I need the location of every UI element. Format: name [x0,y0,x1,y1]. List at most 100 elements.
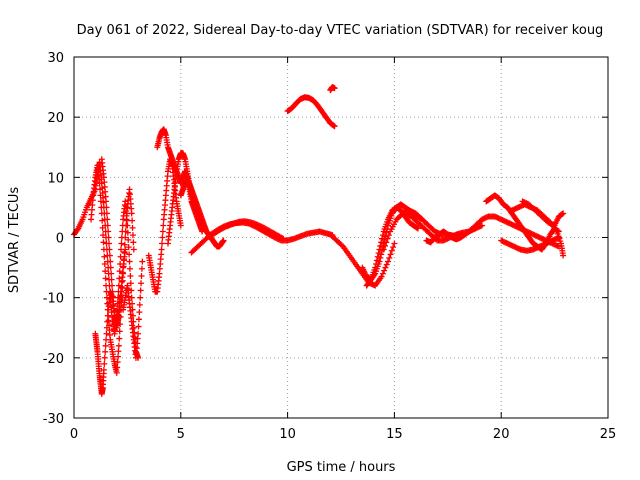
data-point-marker [103,198,110,205]
data-point-marker [379,235,386,242]
data-point-marker [388,247,395,254]
data-point-marker [104,222,111,229]
data-point-marker [104,216,111,223]
data-point-marker [100,246,107,253]
data-point-marker [129,224,136,231]
data-point-marker [135,323,142,330]
data-point-marker [380,246,387,253]
x-tick-label: 25 [600,427,617,442]
data-point-marker [137,287,144,294]
data-point-marker [106,240,113,247]
data-point-marker [382,264,389,271]
data-point-marker [220,237,227,244]
x-tick-label: 15 [386,427,403,442]
data-point-marker [99,217,106,224]
data-point-marker [331,85,338,92]
data-point-marker [139,258,146,265]
data-point-marker [414,225,421,232]
data-point-marker [109,282,116,289]
series-track-12h-desc [327,231,398,289]
data-point-marker [122,234,129,241]
x-tick-label: 10 [279,427,296,442]
data-point-marker [126,251,133,258]
series-track-20h-c [498,234,562,254]
data-point-marker [378,273,385,280]
data-point-marker [105,228,112,235]
data-point-marker [279,234,286,241]
data-point-marker [108,276,115,283]
y-tick-label: -20 [43,352,64,367]
data-point-marker [331,123,338,130]
data-point-marker [130,239,137,246]
data-point-marker [159,240,166,247]
data-point-marker [106,246,113,253]
data-point-marker [101,354,108,361]
data-point-marker [104,318,111,325]
data-point-marker [367,277,374,284]
data-point-marker [127,273,134,280]
data-point-marker [280,235,287,242]
data-point-marker [100,239,107,246]
data-point-marker [97,186,104,193]
data-point-marker [104,312,111,319]
series-track-21h-e [519,198,567,229]
data-point-marker [113,369,120,376]
y-tick-label: 10 [47,171,64,186]
data-point-marker [102,348,109,355]
data-point-marker [107,258,114,265]
data-point-marker [107,264,114,271]
data-point-marker [100,232,107,239]
data-point-marker [387,251,394,258]
data-point-marker [115,353,122,360]
data-point-marker [338,242,345,249]
data-point-marker [158,246,165,253]
data-point-marker [122,228,129,235]
data-point-marker [108,270,115,277]
data-point-marker [373,257,380,264]
data-point-marker [127,280,134,287]
data-point-marker [122,246,129,253]
data-point-marker [159,228,166,235]
series-track-early-d [98,156,129,331]
data-point-marker [125,244,132,251]
data-point-marker [385,232,392,239]
data-point-marker [138,280,145,287]
data-point-marker [98,204,105,211]
data-point-marker [100,366,107,373]
data-point-marker [384,258,391,265]
data-point-marker [126,258,133,265]
data-point-marker [103,324,110,331]
data-point-marker [101,260,108,267]
data-points [71,84,567,397]
data-point-marker [379,270,386,277]
data-point-marker [102,342,109,349]
data-point-marker [374,253,381,260]
data-point-marker [103,336,110,343]
data-point-marker [135,316,142,323]
data-point-marker [115,348,122,355]
data-point-marker [386,254,393,261]
data-point-marker [116,328,123,335]
data-point-marker [135,330,142,337]
data-point-marker [379,232,386,239]
data-point-marker [138,273,145,280]
data-point-marker [97,198,104,205]
data-point-marker [126,265,133,272]
data-point-marker [99,224,106,231]
data-point-marker [138,265,145,272]
data-point-marker [103,282,110,289]
data-point-marker [383,261,390,268]
data-point-marker [384,235,391,242]
x-tick-label: 20 [493,427,510,442]
data-point-marker [102,275,109,282]
data-point-marker [114,364,121,371]
y-tick-label: 20 [47,111,64,126]
data-point-marker [381,267,388,274]
y-tick-label: -10 [43,292,64,307]
data-point-marker [97,192,104,199]
y-tick-label: 0 [56,232,64,247]
data-point-marker [391,240,398,247]
data-point-marker [159,234,166,241]
plot-frame [73,56,609,419]
data-point-marker [382,242,389,249]
